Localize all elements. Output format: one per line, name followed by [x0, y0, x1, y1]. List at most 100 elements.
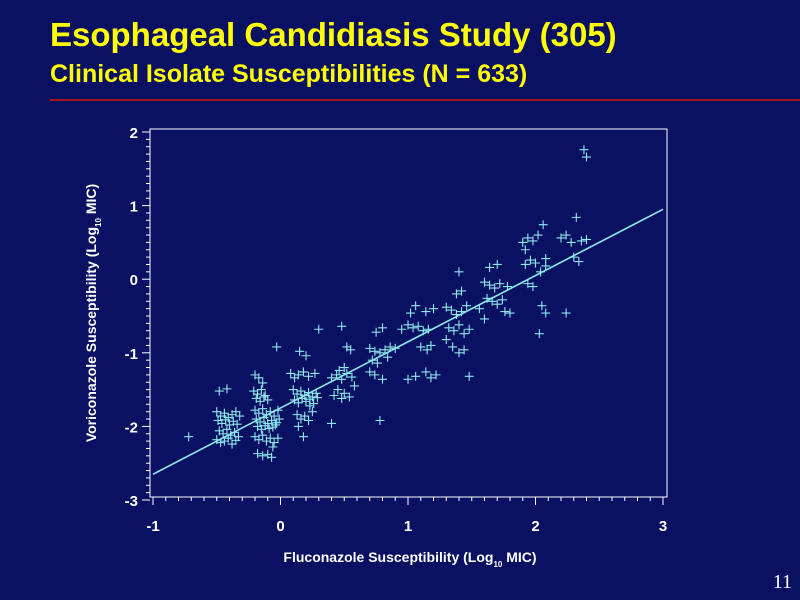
data-point: [349, 381, 359, 391]
data-point: [397, 324, 407, 334]
data-point: [500, 307, 510, 317]
data-point: [293, 398, 303, 408]
data-point: [260, 390, 270, 400]
data-point: [253, 449, 263, 459]
data-point: [541, 308, 551, 318]
data-point: [265, 433, 275, 443]
y-tick-label: 2: [130, 125, 138, 142]
regression-line: [152, 208, 664, 475]
data-point: [523, 233, 533, 243]
data-point: [333, 385, 343, 395]
data-point: [298, 432, 308, 442]
data-point: [582, 152, 591, 162]
y-tick-label: 0: [130, 272, 138, 289]
y-tick-label: -1: [125, 346, 138, 363]
data-point: [480, 277, 489, 287]
data-point: [464, 371, 474, 381]
data-point: [413, 321, 423, 331]
data-point: [537, 301, 547, 311]
data-points: [184, 145, 591, 462]
data-point: [255, 396, 265, 406]
data-point: [531, 258, 540, 268]
data-point: [304, 416, 314, 426]
data-point: [298, 367, 308, 377]
x-tick-label: 0: [276, 518, 284, 535]
data-point: [309, 399, 319, 409]
data-point: [339, 363, 349, 373]
data-point: [459, 345, 469, 355]
data-point: [454, 267, 464, 277]
y-tick-label: -3: [125, 493, 138, 510]
data-point: [256, 424, 266, 434]
data-point: [462, 301, 472, 311]
data-point: [383, 352, 393, 362]
data-point: [538, 220, 548, 230]
x-tick-label: 2: [531, 518, 539, 535]
data-point: [441, 335, 451, 345]
data-point: [403, 320, 413, 330]
data-point: [556, 233, 566, 243]
data-point: [273, 433, 283, 443]
data-point: [485, 280, 495, 290]
data-point: [231, 435, 241, 445]
data-point: [267, 416, 277, 426]
data-point: [292, 410, 302, 420]
data-point: [264, 424, 274, 434]
data-point: [518, 237, 528, 247]
data-point: [449, 326, 459, 336]
data-point: [310, 368, 320, 378]
data-point: [411, 301, 421, 311]
data-point: [385, 342, 395, 352]
data-point: [485, 262, 495, 272]
data-point: [451, 289, 461, 299]
data-point: [346, 345, 356, 355]
data-point: [301, 396, 311, 406]
data-point: [523, 279, 533, 289]
data-point: [375, 416, 385, 426]
axis-ticks: -1 0 1 2 3 -3 -2 -1 0 1 2: [125, 125, 668, 535]
data-point: [272, 342, 282, 352]
data-point: [378, 323, 387, 333]
data-point: [411, 371, 421, 381]
data-point: [258, 430, 268, 440]
slide-title: Esophageal Candidiasis Study (305): [50, 16, 617, 53]
data-point: [305, 401, 315, 411]
x-axis-label: Fluconazole Susceptibility (Log10 MIC): [283, 549, 536, 569]
data-point: [365, 367, 375, 377]
data-point: [288, 385, 298, 395]
data-point: [561, 230, 571, 240]
data-point: [337, 321, 347, 331]
data-point: [528, 236, 538, 246]
data-point: [421, 307, 431, 317]
data-point: [426, 373, 436, 383]
data-point: [218, 429, 228, 439]
data-point: [431, 370, 441, 380]
y-axis-label: Voriconazole Susceptibility (Log10 MIC): [83, 184, 103, 442]
data-point: [231, 407, 241, 417]
data-point: [253, 389, 263, 399]
data-point: [378, 374, 387, 384]
data-point: [347, 372, 357, 382]
data-point: [505, 308, 515, 318]
y-tick-label: -2: [125, 419, 138, 436]
data-point: [286, 368, 296, 378]
data-point: [254, 435, 264, 445]
data-point: [301, 351, 311, 361]
data-point: [258, 378, 268, 388]
data-point: [582, 234, 591, 244]
data-point: [296, 386, 306, 396]
slide-subtitle: Clinical Isolate Susceptibilities (N = 6…: [50, 60, 528, 88]
y-tick-label: 1: [130, 199, 138, 216]
data-point: [267, 452, 277, 462]
x-tick-label: -1: [146, 518, 159, 535]
data-point: [561, 308, 571, 318]
data-point: [370, 346, 380, 356]
data-point: [312, 393, 322, 403]
data-point: [256, 385, 266, 395]
data-point: [528, 282, 538, 292]
data-point: [441, 302, 451, 312]
data-point: [217, 418, 227, 428]
data-point: [474, 304, 484, 314]
data-point: [268, 442, 278, 452]
